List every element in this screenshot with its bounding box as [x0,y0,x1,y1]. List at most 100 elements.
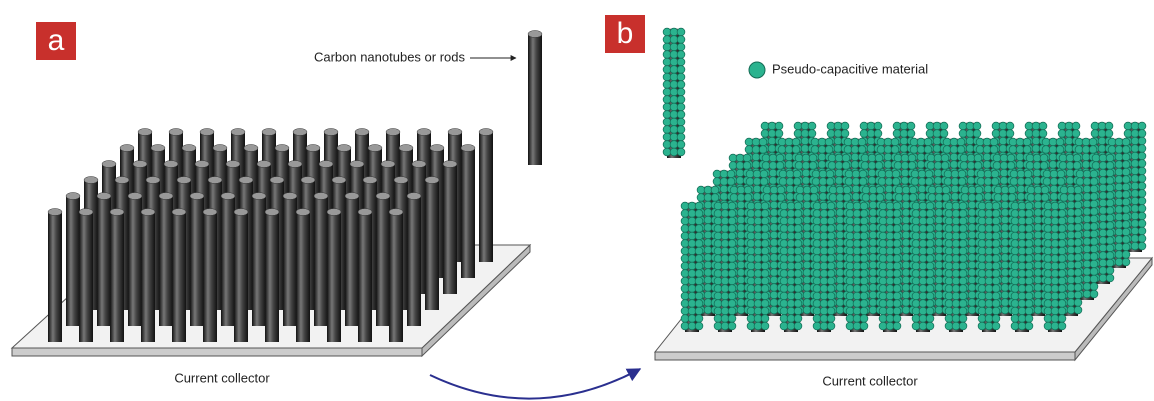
coating-particle [1051,232,1059,240]
coating-particle [819,178,827,186]
coating-particle [885,185,893,193]
coating-particle [747,300,755,308]
coating-particle [1067,201,1075,209]
coating-particle [902,261,910,269]
coating-particle [1099,222,1107,230]
rod [190,196,204,326]
coating-particle [1032,122,1040,130]
coating-particle [1001,299,1009,307]
coating-particle [810,186,818,194]
coating-particle [860,247,868,255]
coating-particle [945,240,953,248]
coating-particle [677,133,685,141]
coating-particle [919,307,927,315]
coating-particle [926,262,934,270]
rod [159,196,173,326]
coating-particle [985,292,993,300]
coating-particle [803,201,811,209]
coating-particle [1131,182,1139,190]
coating-particle [1018,285,1026,293]
coating-particle [753,170,761,178]
coating-particle [1016,146,1024,154]
coating-particle [935,231,943,239]
coating-particle [1090,178,1098,186]
coating-particle [1058,225,1066,233]
coating-particle [744,186,752,194]
coating-particle [714,262,722,270]
coating-particle [721,240,729,248]
coating-particle [787,240,795,248]
coating-particle [695,202,703,210]
coating-particle [990,146,998,154]
coating-particle [836,284,844,292]
coating-particle [1131,197,1139,205]
coating-particle [761,315,769,323]
coating-particle [1011,217,1019,225]
rod-top [159,193,173,200]
coating-particle [1138,175,1146,183]
coating-particle [917,161,925,169]
coating-particle [1009,146,1017,154]
coating-particle [681,300,689,308]
coating-particle [770,201,778,209]
coating-particle [978,270,986,278]
coating-particle [860,307,868,315]
coating-particle [926,322,934,330]
coating-particle [1044,322,1052,330]
coating-particle [1018,202,1026,210]
coating-particle [802,154,810,162]
coating-particle [961,194,969,202]
coating-particle [992,202,1000,210]
coating-particle [780,300,788,308]
rod-top [141,209,155,216]
coating-particle [670,148,678,156]
coating-particle [1115,243,1123,251]
rod-top [79,209,93,216]
coating-particle [1083,275,1091,283]
coating-particle [780,225,788,233]
coating-particle [877,146,885,154]
coating-particle [761,122,769,130]
coating-particle [935,254,943,262]
coating-particle [911,178,919,186]
coating-particle [867,130,875,138]
coating-particle [926,300,934,308]
coating-particle [754,270,762,278]
coating-particle [763,194,771,202]
coating-particle [677,51,685,59]
coating-particle [860,210,868,218]
coating-particle [1074,276,1082,284]
coating-particle [1131,152,1139,160]
coating-particle [808,122,816,130]
coating-particle [940,130,948,138]
coating-particle [886,247,894,255]
coating-particle [999,145,1007,153]
coating-particle [985,277,993,285]
coating-particle [681,240,689,248]
coating-particle [886,270,894,278]
coating-particle [1099,199,1107,207]
coating-particle [670,133,678,141]
coating-particle [869,216,877,224]
coating-particle [1001,246,1009,254]
coating-particle [1011,247,1019,255]
coating-particle [747,210,755,218]
coating-particle [1106,154,1114,162]
coating-particle [978,307,986,315]
coating-particle [681,285,689,293]
coating-particle [952,225,960,233]
rod-top [221,193,235,200]
coating-particle [869,276,877,284]
coating-particle [714,247,722,255]
coating-particle [1033,177,1041,185]
coating-particle [868,162,876,170]
coating-particle [1122,213,1130,221]
coating-particle [1011,307,1019,315]
coating-particle [1058,255,1066,263]
coating-particle [952,270,960,278]
coating-particle [780,232,788,240]
coating-particle [944,170,952,178]
coating-particle [1043,178,1051,186]
coating-particle [918,193,926,201]
coating-particle [999,130,1007,138]
